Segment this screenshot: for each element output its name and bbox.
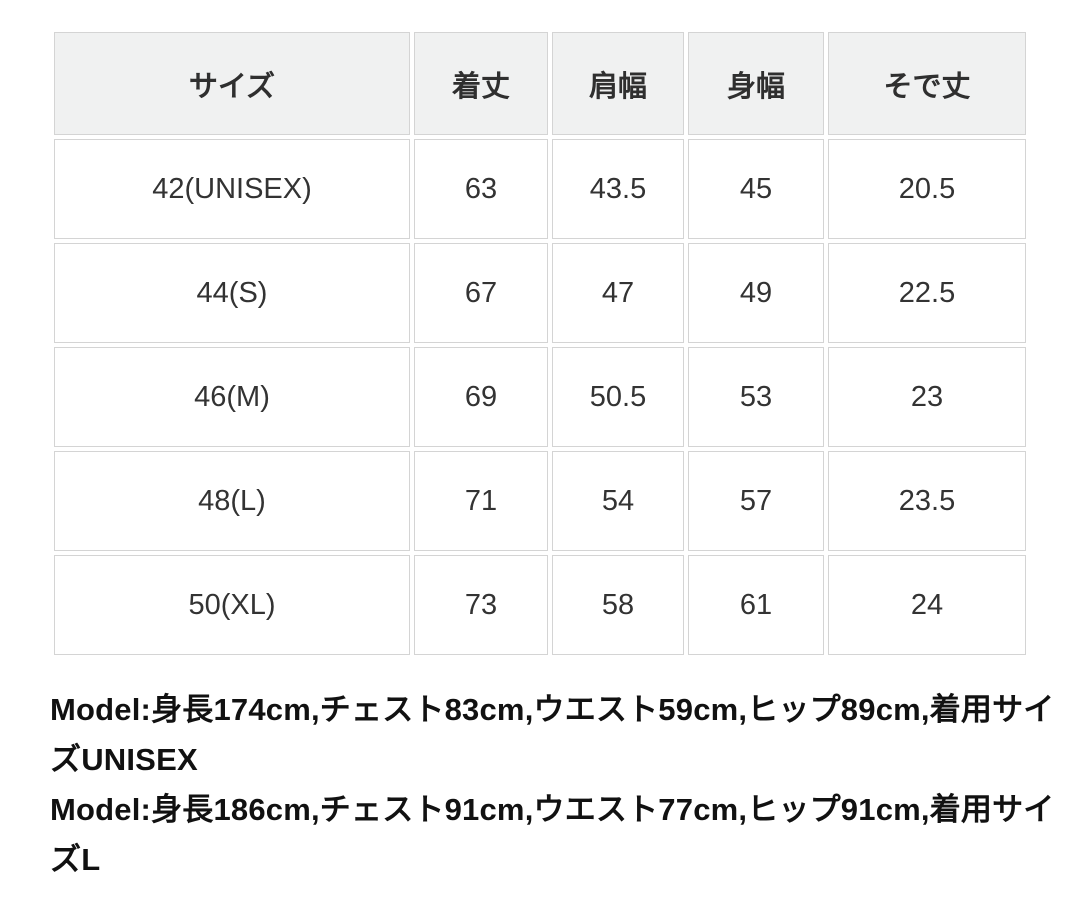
model-note-line: ズL	[50, 842, 101, 877]
model-note-line: Model:身長174cm,チェスト83cm,ウエスト59cm,ヒップ89cm,…	[50, 692, 1055, 727]
table-row: 50(XL) 73 58 61 24	[54, 555, 1026, 655]
table-row: 44(S) 67 47 49 22.5	[54, 243, 1026, 343]
model-notes: Model:身長174cm,チェスト83cm,ウエスト59cm,ヒップ89cm,…	[50, 685, 1055, 885]
value-cell: 58	[552, 555, 684, 655]
table-row: 42(UNISEX) 63 43.5 45 20.5	[54, 139, 1026, 239]
size-cell: 44(S)	[54, 243, 410, 343]
value-cell: 45	[688, 139, 824, 239]
header-cell-body-width: 身幅	[688, 32, 824, 135]
size-chart-table: サイズ 着丈 肩幅 身幅 そで丈 42(UNISEX) 63 43.5 45 2…	[50, 28, 1030, 659]
header-row: サイズ 着丈 肩幅 身幅 そで丈	[54, 32, 1026, 135]
value-cell: 54	[552, 451, 684, 551]
header-cell-shoulder: 肩幅	[552, 32, 684, 135]
value-cell: 49	[688, 243, 824, 343]
size-cell: 46(M)	[54, 347, 410, 447]
value-cell: 23.5	[828, 451, 1026, 551]
value-cell: 43.5	[552, 139, 684, 239]
value-cell: 50.5	[552, 347, 684, 447]
value-cell: 20.5	[828, 139, 1026, 239]
model-note-line: Model:身長186cm,チェスト91cm,ウエスト77cm,ヒップ91cm,…	[50, 792, 1055, 827]
table-row: 46(M) 69 50.5 53 23	[54, 347, 1026, 447]
table-row: 48(L) 71 54 57 23.5	[54, 451, 1026, 551]
size-cell: 50(XL)	[54, 555, 410, 655]
value-cell: 24	[828, 555, 1026, 655]
value-cell: 71	[414, 451, 548, 551]
value-cell: 73	[414, 555, 548, 655]
value-cell: 22.5	[828, 243, 1026, 343]
value-cell: 61	[688, 555, 824, 655]
value-cell: 47	[552, 243, 684, 343]
header-cell-length: 着丈	[414, 32, 548, 135]
size-cell: 48(L)	[54, 451, 410, 551]
value-cell: 69	[414, 347, 548, 447]
size-cell: 42(UNISEX)	[54, 139, 410, 239]
value-cell: 67	[414, 243, 548, 343]
header-cell-size: サイズ	[54, 32, 410, 135]
value-cell: 53	[688, 347, 824, 447]
value-cell: 63	[414, 139, 548, 239]
value-cell: 23	[828, 347, 1026, 447]
header-cell-sleeve: そで丈	[828, 32, 1026, 135]
model-note-line: ズUNISEX	[50, 742, 198, 777]
value-cell: 57	[688, 451, 824, 551]
